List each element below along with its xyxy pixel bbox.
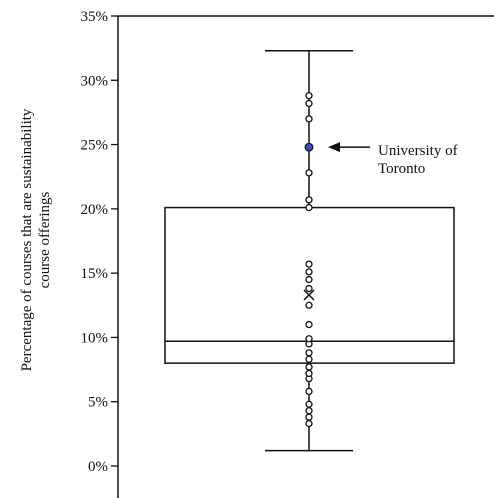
- y-tick-label: 20%: [81, 202, 109, 218]
- data-point: [305, 407, 313, 415]
- y-tick-label: 35%: [81, 9, 109, 25]
- y-axis-title-line: course offerings: [37, 191, 53, 288]
- data-point: [305, 203, 313, 212]
- data-point: [305, 369, 313, 378]
- data-point: [305, 413, 313, 421]
- annotation-label: University of Toronto: [378, 143, 458, 177]
- annotation-label-line: Toronto: [378, 161, 425, 177]
- annotation-label-line: University of: [378, 143, 458, 159]
- data-point: [305, 400, 313, 408]
- data-point: [305, 355, 313, 363]
- y-tick-label: 30%: [81, 73, 109, 89]
- data-point: [305, 92, 313, 100]
- y-tick-label: 10%: [81, 330, 109, 346]
- y-tick-label: 25%: [81, 138, 109, 154]
- data-point: [305, 387, 313, 396]
- plot-frame: [117, 15, 494, 498]
- data-point: [305, 335, 313, 343]
- data-point: [305, 169, 313, 177]
- data-point: [305, 349, 313, 357]
- data-point: [305, 320, 313, 329]
- y-tick-label: 0%: [88, 459, 108, 475]
- mean-marker-stroke: [303, 289, 315, 301]
- data-point: [305, 284, 313, 293]
- data-point: [305, 268, 313, 276]
- y-axis-title: Percentage of courses that are sustainab…: [19, 108, 53, 371]
- data-points: [304, 92, 314, 428]
- data-point: [305, 196, 313, 204]
- annotation-arrow-head: [328, 142, 340, 153]
- data-point: [305, 275, 313, 284]
- data-point: [305, 115, 313, 123]
- highlighted-data-point: [304, 142, 314, 152]
- y-axis-title-line: Percentage of courses that are sustainab…: [19, 108, 35, 371]
- data-point: [305, 363, 313, 371]
- data-point: [305, 301, 313, 309]
- data-point: [305, 260, 313, 268]
- highlight-annotation: University of Toronto: [328, 142, 458, 177]
- y-axis-ticks: 0% 5% 10% 15% 20% 25% 30% 35%: [81, 9, 118, 475]
- data-point: [305, 419, 313, 428]
- data-point: [305, 99, 313, 108]
- y-tick-label: 15%: [81, 266, 109, 282]
- y-tick-label: 5%: [88, 395, 108, 411]
